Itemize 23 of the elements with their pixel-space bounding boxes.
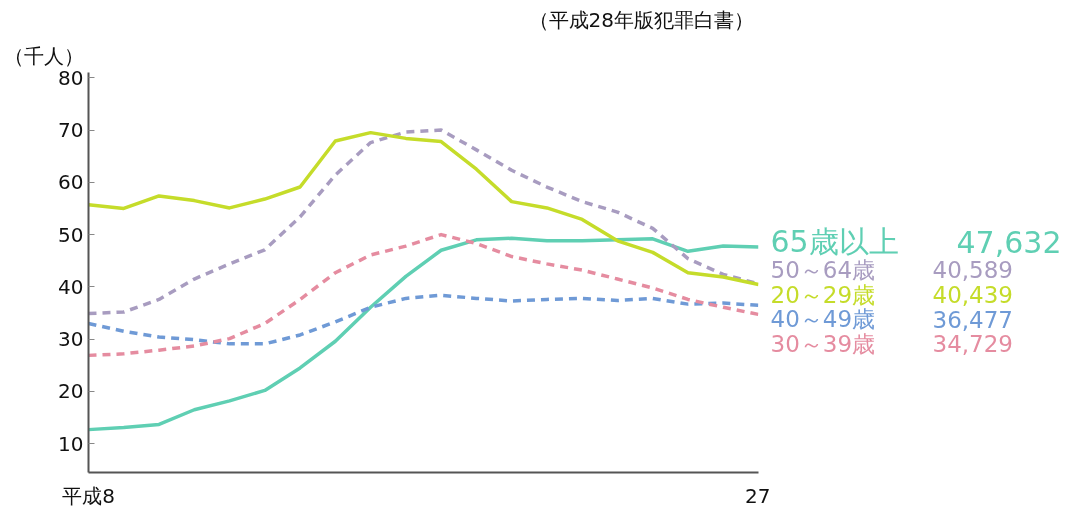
line-series [88,293,759,346]
text: 34,729 [932,331,1013,358]
y-tick-label: 50 [58,222,84,247]
y-tick-label: 40 [58,274,84,299]
y-tick-label: 60 [58,170,84,195]
text: 47,632 [956,224,1062,260]
line-series [88,130,759,287]
series-label: 40～49歳 [770,306,876,333]
y-tick-label: 10 [58,431,84,456]
y-tick-label: 70 [58,118,84,143]
y-tick-label: 30 [58,327,84,352]
line-series [88,236,759,432]
y-tick-label: 20 [58,379,84,404]
text: （平成28年版犯罪白書） [528,7,754,32]
series-label: 30～39歳 [770,330,876,357]
y-axis-title: （千人） [3,43,84,68]
x-tick-label: 平成8 [62,483,115,508]
text: 40,439 [932,282,1013,309]
line-series [88,232,759,358]
series-label: 20～29歳 [770,281,876,308]
text: 40,589 [932,257,1013,284]
x-tick-label: 27 [745,483,771,508]
text: 36,477 [932,306,1013,333]
